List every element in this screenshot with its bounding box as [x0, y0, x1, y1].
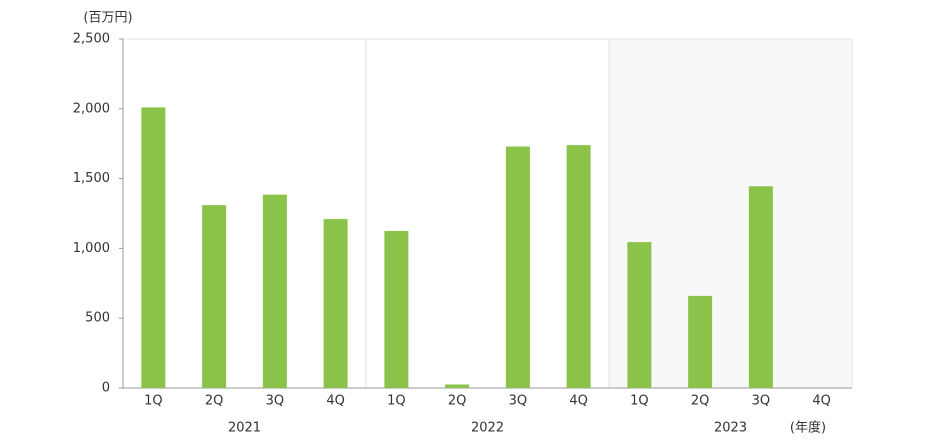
- bar: [323, 219, 348, 388]
- y-tick-label: 500: [85, 311, 110, 326]
- x-tick-label: 1Q: [630, 394, 649, 409]
- bar: [202, 205, 227, 388]
- bar: [566, 145, 591, 388]
- y-tick-label: 1,000: [73, 241, 110, 256]
- y-unit-label: (百万円): [83, 11, 132, 26]
- bar: [262, 194, 287, 388]
- x-tick-label: 2Q: [448, 394, 467, 409]
- bar: [141, 107, 166, 389]
- bar: [688, 295, 713, 388]
- y-tick-label: 2,000: [73, 101, 110, 116]
- x-tick-label: 3Q: [752, 394, 771, 409]
- y-tick-label: 0: [102, 381, 110, 396]
- x-tick-label: 4Q: [326, 394, 345, 409]
- x-tick-label: 1Q: [387, 394, 406, 409]
- group-label: 2022: [471, 421, 504, 436]
- y-tick-label: 2,500: [73, 32, 110, 47]
- x-tick-label: 1Q: [144, 394, 163, 409]
- x-tick-label: 2Q: [205, 394, 224, 409]
- bar: [627, 242, 652, 388]
- x-tick-label: 2Q: [691, 394, 710, 409]
- group-label: 2023: [714, 421, 747, 436]
- x-unit-label: (年度): [790, 420, 826, 436]
- y-tick-label: 1,500: [73, 171, 110, 186]
- bar: [384, 230, 409, 388]
- x-tick-label: 3Q: [266, 394, 285, 409]
- group-label: 2021: [228, 421, 261, 436]
- x-tick-label: 3Q: [509, 394, 528, 409]
- bar: [445, 384, 470, 388]
- x-tick-label: 4Q: [569, 394, 588, 409]
- bar: [505, 146, 530, 388]
- x-tick-label: 4Q: [812, 394, 831, 409]
- bar: [748, 186, 773, 388]
